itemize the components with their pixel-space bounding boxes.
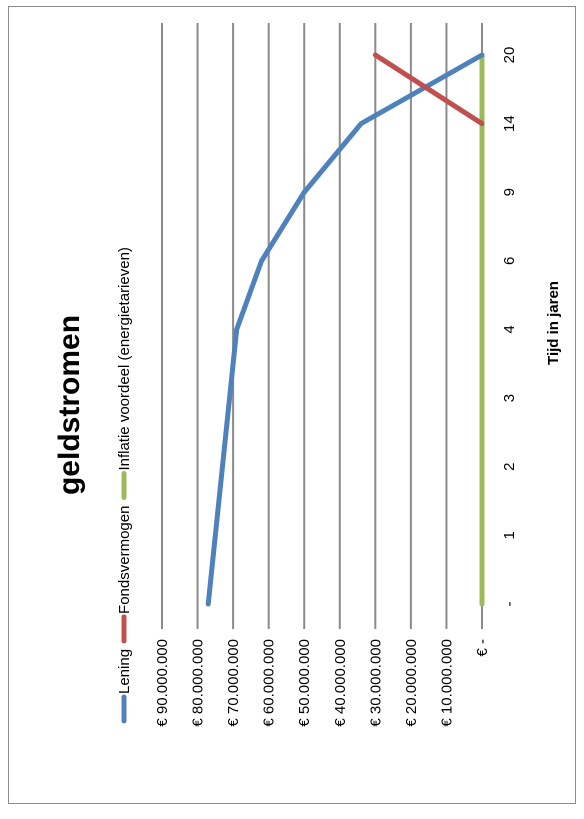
- value-tick-label: € -: [474, 639, 491, 657]
- category-tick-label: -: [501, 602, 518, 607]
- category-tick-label: 1: [501, 531, 518, 539]
- series-lines: [205, 52, 485, 607]
- category-tick-label: 20: [501, 47, 518, 64]
- series-line-lening: [205, 52, 485, 607]
- value-tick-label: € 10.000.000: [438, 639, 455, 727]
- value-tick-label: € 30.000.000: [367, 639, 384, 727]
- category-tick-label: 14: [501, 115, 518, 132]
- category-tick-label: 2: [501, 463, 518, 471]
- legend-label: Inflatie voordeel (energietarieven): [116, 247, 133, 470]
- value-tick-label: € 40.000.000: [332, 639, 349, 727]
- chart-title: geldstromen: [53, 315, 86, 495]
- value-tick-label: € 70.000.000: [225, 639, 242, 727]
- value-axis-ticks: € - € 10.000.000 € 20.000.000 € 30.000.000 €…: [154, 639, 491, 727]
- value-tick-label: € 20.000.000: [403, 639, 420, 727]
- value-tick-label: € 50.000.000: [296, 639, 313, 727]
- category-tick-label: 9: [501, 188, 518, 196]
- legend-label: Lening: [116, 649, 133, 694]
- chart: € - € 10.000.000 € 20.000.000 € 30.000.000 €…: [53, 23, 562, 727]
- value-tick-label: € 80.000.000: [190, 639, 207, 727]
- value-tick-label: € 60.000.000: [261, 639, 278, 727]
- chart-frame: € - € 10.000.000 € 20.000.000 € 30.000.000 €…: [8, 6, 576, 804]
- legend: Lening Fondsvermogen Inflatie voordeel (en…: [116, 247, 133, 724]
- series-line-fondsvermogen: [372, 52, 485, 127]
- value-tick-label: € 90.000.000: [154, 639, 171, 727]
- category-tick-label: 3: [501, 394, 518, 402]
- category-tick-label: 6: [501, 257, 518, 265]
- category-tick-label: 4: [501, 325, 518, 333]
- legend-label: Fondsvermogen: [116, 506, 133, 614]
- gridlines: [161, 23, 483, 629]
- x-axis-title: Tijd in jaren: [545, 281, 562, 365]
- category-axis-ticks: - 1 2 3 4 6 9 14 20: [501, 47, 518, 607]
